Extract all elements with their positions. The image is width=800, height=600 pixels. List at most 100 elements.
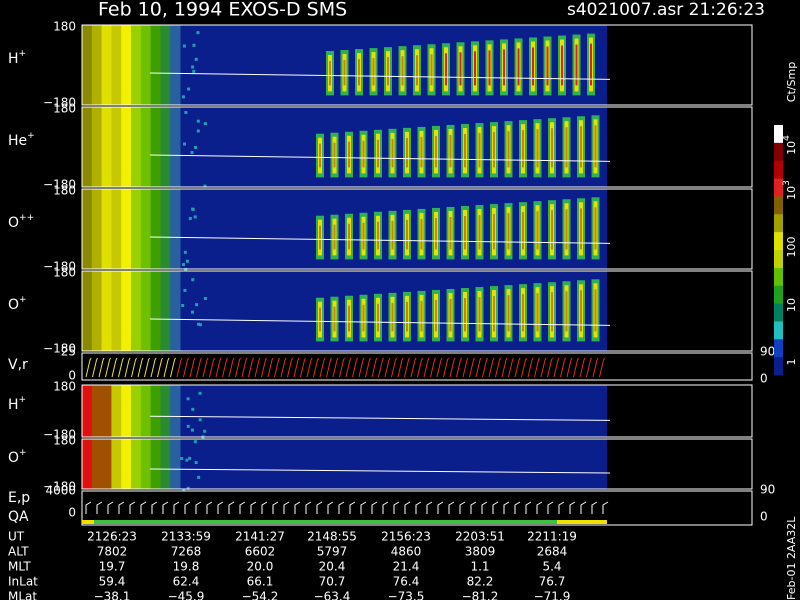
panel-label-base: H [8,397,19,413]
vr-trace [222,357,228,378]
table-cell: 1.1 [470,560,489,574]
spectrogram-noise [203,122,207,126]
colorbar-tick-label-sup: 4 [782,135,792,141]
spectrogram-stripe [131,189,142,269]
footer-id: Feb-01 2AA32L [785,516,798,600]
spectrogram-stripe [140,385,152,437]
spectrogram-noise [191,278,195,282]
vr-trace [163,357,170,378]
vr-trace [378,357,384,378]
vr-trace [410,357,417,378]
spectrogram-stripe [121,271,132,351]
ep-trace [360,501,367,514]
spectrogram-stripe [121,385,132,437]
spectrogram-noise [187,87,191,91]
vr-trace [404,357,410,378]
spike-core [333,142,336,168]
spectrogram-noise [191,65,195,69]
table-cell: 3809 [465,545,496,559]
colorbar-step [774,214,783,233]
row-header: MLT [8,560,31,574]
spike-core [561,45,563,86]
spike-core [565,291,568,332]
ep-trace [591,501,598,514]
table-cell: 2203:51 [455,530,505,544]
vr-trace [300,357,306,378]
spike-core [377,139,379,168]
spectrogram-stripe [160,107,171,187]
ep-trace [118,501,125,514]
ep-trace [316,501,323,514]
ep-trace [228,501,235,514]
colorbar-step [774,178,783,197]
panel-frame [81,490,753,526]
spectrogram-stripe [170,439,181,489]
spectrogram-stripe [111,271,122,351]
axis-top-label: 25 [61,345,76,359]
spectrogram-stripe [150,439,161,489]
spectrogram-stripe [140,189,152,269]
spectrogram-noise [186,397,190,401]
spectrogram-stripe [131,25,142,105]
vr-trace [241,357,248,378]
ep-trace [195,501,202,514]
ep-trace [481,501,488,514]
colorbar-tick-label: 1 [785,359,798,366]
spectrogram-noise [186,424,190,428]
colorbar-step [774,357,783,376]
vr-trace [345,357,352,378]
vr-trace [274,357,280,378]
ep-trace [382,501,389,514]
spike-core [420,136,423,168]
vr-trace [202,357,209,378]
spike-core [536,293,539,332]
vr-trace [131,357,137,378]
table-cell: 59.4 [99,575,126,589]
ep-trace [129,501,136,514]
panel-label-base: O [8,450,19,466]
spectrogram-noise [183,250,187,254]
ep-trace [602,501,609,514]
spectrogram-noise [188,456,192,460]
vr-trace [339,357,345,378]
vr-trace [547,357,553,378]
vr-trace [261,357,267,378]
spike-core [575,44,578,86]
colorbar-tick-label: 100 [785,237,798,258]
spike-core [445,53,447,86]
vr-trace [436,357,443,378]
spectrogram-stripe [91,25,103,105]
spectrogram-stripe [131,385,142,437]
vr-trace [573,357,579,378]
colorbar-step [774,250,783,269]
ep-trace [393,501,400,514]
spike-core [391,220,394,250]
spectrogram-stripe [82,439,93,489]
vr-trace [391,357,397,378]
colorbar-step [774,303,783,322]
ep-trace [503,501,510,514]
vr-trace [254,357,261,378]
ep-trace [184,501,191,514]
spike-core [565,127,568,168]
vr-trace [189,357,196,378]
spike-core [493,132,495,168]
trace-line [149,236,611,244]
trace-line [149,154,611,162]
axis-bottom-label: −180 [43,428,76,442]
spectrogram-stripe [101,271,112,351]
spike-core [406,137,408,168]
spike-core [532,47,534,86]
spectrogram-noise [193,215,197,219]
spike-core [580,208,582,250]
table-cell: −54.2 [242,590,279,600]
spectrogram-noise [192,43,196,47]
qa-bar [82,520,557,524]
ep-trace [261,501,268,514]
spike-core [507,131,510,168]
vr-trace [176,357,183,378]
spectrogram-stripe [170,107,181,187]
vr-trace [144,357,150,378]
spike-core [362,222,365,250]
qa-bar [82,520,94,524]
